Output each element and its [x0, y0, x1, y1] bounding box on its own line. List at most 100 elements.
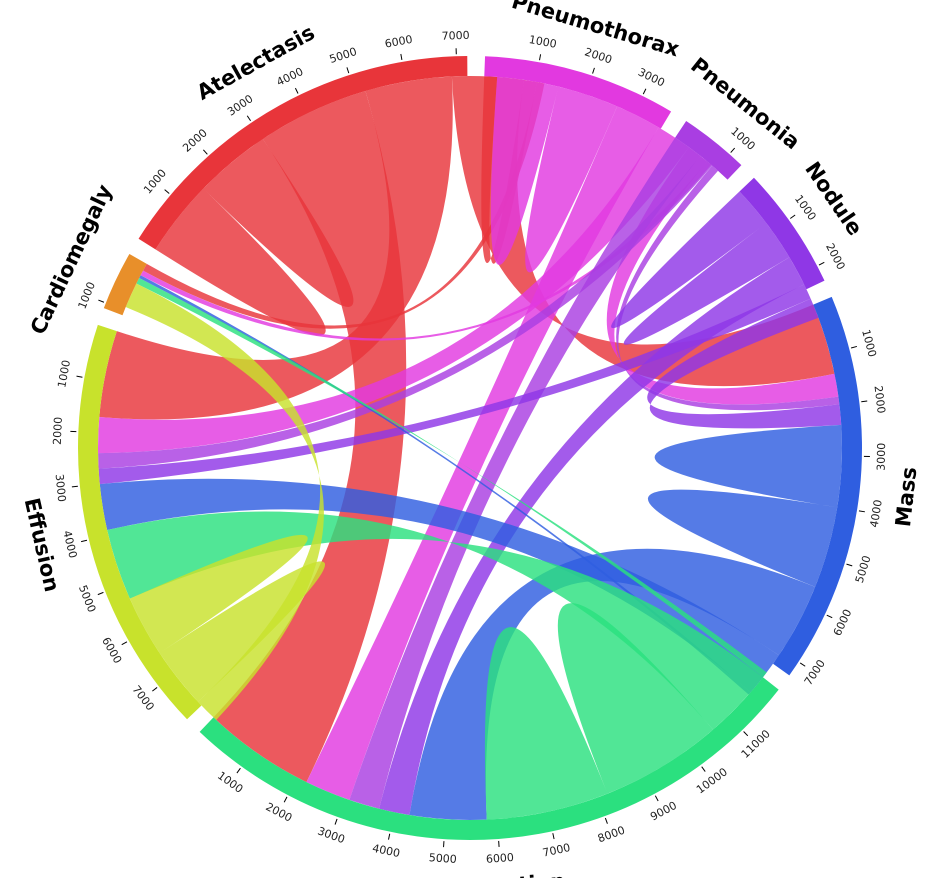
tick-label-infiltration-8000: 8000 [596, 824, 627, 846]
tick-infiltration-4000 [388, 833, 391, 840]
ribbon-effusion-effusion [129, 534, 326, 702]
tick-label-infiltration-5000: 5000 [428, 851, 457, 866]
tick-label-atelectasis-1000: 1000 [141, 167, 169, 197]
tick-label-infiltration-4000: 4000 [371, 842, 401, 860]
arc-infiltration [199, 677, 779, 840]
tick-label-pneumothorax-1000: 1000 [528, 33, 558, 51]
tick-atelectasis-2000 [202, 149, 208, 155]
tick-label-infiltration-10000: 10000 [694, 765, 730, 796]
category-label-atelectasis: Atelectasis [193, 20, 319, 105]
tick-label-mass-7000: 7000 [802, 657, 828, 688]
tick-pneumothorax-2000 [592, 67, 595, 74]
tick-infiltration-1000 [236, 767, 241, 774]
tick-label-effusion-4000: 4000 [60, 529, 79, 559]
ribbon-infiltration-infiltration [484, 603, 714, 820]
tick-label-effusion-6000: 6000 [99, 635, 124, 666]
tick-mass-6000 [826, 614, 833, 619]
tick-nodule-2000 [818, 261, 825, 266]
arcs-layer [77, 56, 862, 840]
tick-effusion-1000 [76, 375, 83, 378]
tick-infiltration-9000 [654, 795, 659, 802]
tick-label-atelectasis-7000: 7000 [441, 29, 469, 43]
ribbons-layer [98, 75, 842, 820]
ribbon-pneumothorax-pneumothorax [490, 76, 618, 273]
tick-label-nodule-1000: 1000 [792, 193, 819, 223]
category-label-nodule: Nodule [800, 157, 867, 239]
tick-label-mass-6000: 6000 [831, 607, 855, 638]
category-label-cardiomegaly: Cardiomegaly [26, 181, 117, 339]
tick-label-mass-2000: 2000 [872, 385, 888, 414]
tick-infiltration-2000 [283, 796, 288, 803]
tick-label-atelectasis-3000: 3000 [225, 92, 255, 118]
tick-effusion-5000 [97, 591, 104, 596]
tick-label-infiltration-2000: 2000 [263, 800, 294, 825]
tick-atelectasis-3000 [246, 115, 251, 122]
tick-cardiomegaly-1000 [98, 299, 105, 303]
category-label-mass: Mass [891, 466, 922, 528]
tick-atelectasis-6000 [400, 53, 403, 61]
tick-effusion-7000 [152, 687, 158, 692]
tick-label-cardiomegaly-1000: 1000 [76, 280, 98, 311]
tick-mass-7000 [799, 662, 806, 667]
tick-infiltration-10000 [701, 766, 706, 772]
tick-label-mass-1000: 1000 [859, 328, 879, 358]
arc-effusion [77, 324, 202, 720]
ribbon-atelectasis-infiltration [213, 91, 407, 783]
tick-mass-5000 [846, 563, 853, 567]
tick-atelectasis-4000 [294, 87, 299, 94]
ribbon-pneumothorax-effusion [98, 127, 689, 454]
tick-label-pneumothorax-2000: 2000 [583, 45, 614, 66]
arc-mass [773, 296, 862, 676]
tick-effusion-4000 [80, 539, 88, 543]
arc-nodule [739, 177, 825, 290]
ribbon-mass-mass [647, 424, 842, 587]
tick-effusion-6000 [121, 641, 128, 646]
tick-label-atelectasis-5000: 5000 [328, 45, 359, 66]
tick-effusion-3000 [71, 485, 78, 488]
tick-label-effusion-1000: 1000 [55, 359, 73, 389]
tick-infiltration-7000 [552, 833, 555, 840]
tick-pneumonia-1000 [730, 147, 736, 153]
tick-mass-1000 [850, 345, 858, 349]
arc-pneumothorax [484, 56, 672, 129]
category-label-effusion: Effusion [20, 496, 64, 594]
tick-label-effusion-3000: 3000 [53, 473, 69, 502]
tick-mass-4000 [858, 510, 865, 513]
tick-label-mass-3000: 3000 [875, 443, 889, 471]
tick-label-mass-4000: 4000 [868, 499, 885, 529]
tick-label-atelectasis-6000: 6000 [384, 33, 414, 51]
tick-infiltration-11000 [743, 731, 749, 737]
tick-label-infiltration-9000: 9000 [648, 799, 679, 824]
category-label-infiltration: Infiltration [438, 869, 566, 878]
tick-label-effusion-5000: 5000 [76, 583, 98, 614]
tick-infiltration-3000 [334, 818, 338, 825]
arc-pneumonia [675, 120, 742, 180]
tick-label-effusion-2000: 2000 [51, 417, 65, 446]
ribbon-pneumonia-infiltration [349, 137, 701, 809]
tick-label-mass-5000: 5000 [853, 554, 874, 585]
tick-label-infiltration-3000: 3000 [316, 825, 347, 847]
tick-label-infiltration-6000: 6000 [485, 851, 514, 866]
tick-atelectasis-5000 [346, 67, 350, 74]
ribbon-atelectasis-effusion [99, 76, 453, 420]
tick-label-infiltration-7000: 7000 [541, 841, 571, 860]
tick-pneumothorax-3000 [642, 88, 647, 95]
tick-label-pneumothorax-3000: 3000 [636, 66, 667, 90]
tick-atelectasis-1000 [164, 189, 170, 194]
ribbon-atelectasis-atelectasis [155, 139, 354, 336]
tick-label-atelectasis-2000: 2000 [180, 126, 210, 154]
tick-infiltration-8000 [604, 817, 608, 824]
tick-label-nodule-2000: 2000 [823, 241, 848, 272]
ribbon-nodule-effusion [98, 284, 811, 485]
tick-mass-2000 [861, 400, 868, 403]
ribbon-effusion-cardiomegaly [125, 283, 324, 720]
arc-cardiomegaly [103, 253, 147, 316]
tick-pneumothorax-1000 [539, 54, 542, 61]
tick-label-pneumonia-1000: 1000 [728, 125, 758, 153]
ribbon-nodule-mass [647, 298, 842, 429]
tick-label-atelectasis-4000: 4000 [275, 65, 306, 89]
ribbon-nodule-nodule [611, 191, 790, 345]
tick-label-effusion-7000: 7000 [130, 683, 157, 713]
arc-atelectasis [138, 56, 468, 250]
